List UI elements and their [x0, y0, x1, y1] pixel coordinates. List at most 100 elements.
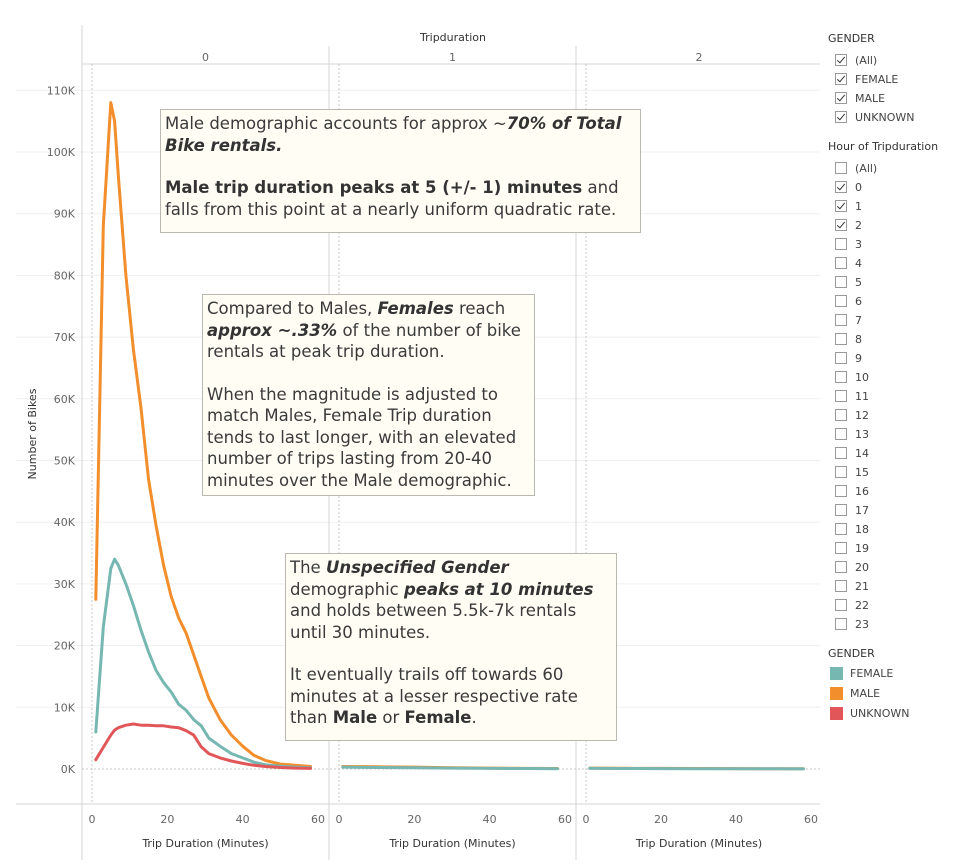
checkbox[interactable] [835, 371, 847, 383]
hour-filter-item-label: 17 [855, 503, 869, 517]
checkbox[interactable] [835, 314, 847, 326]
checkbox[interactable] [835, 295, 847, 307]
checkbox[interactable] [835, 504, 847, 516]
checkbox[interactable] [835, 409, 847, 421]
color-legend-title: GENDER [828, 647, 875, 660]
color-swatch [830, 686, 843, 700]
x-axis-label: Trip Duration (Minutes) [635, 837, 762, 850]
hour-filter-item-label: 1 [855, 199, 862, 213]
hour-filter-item[interactable]: 22 [835, 596, 965, 614]
checkbox[interactable] [835, 542, 847, 554]
hour-filter-item[interactable]: 3 [835, 235, 965, 253]
hour-filter-item-label: 6 [855, 294, 862, 308]
checkbox[interactable] [835, 523, 847, 535]
checkbox[interactable] [835, 580, 847, 592]
hour-filter-item[interactable]: 5 [835, 273, 965, 291]
hour-filter-item-label: 7 [855, 313, 862, 327]
hour-filter-item[interactable]: 8 [835, 330, 965, 348]
y-tick-label: 10K [54, 701, 76, 714]
checkbox[interactable] [835, 54, 847, 66]
checkbox[interactable] [835, 238, 847, 250]
unknown-annotation-p2: It eventually trails off towards 60 minu… [290, 664, 610, 729]
hour-filter-item[interactable]: 15 [835, 463, 965, 481]
unknown-annotation-text: and holds between 5.5k-7k rentals until … [290, 601, 577, 642]
male-annotation-text: Male demographic accounts for approx ~ [165, 114, 507, 133]
hour-filter-item[interactable]: 12 [835, 406, 965, 424]
hour-filter-item[interactable]: 9 [835, 349, 965, 367]
gender-filter-title: GENDER [828, 32, 875, 45]
gender-filter-item[interactable]: MALE [835, 89, 965, 107]
hour-filter-item[interactable]: (All) [835, 159, 965, 177]
checkbox[interactable] [835, 561, 847, 573]
checkbox[interactable] [835, 92, 847, 104]
hour-filter-item[interactable]: 7 [835, 311, 965, 329]
hour-filter-item-label: 2 [855, 218, 862, 232]
hour-filter-item[interactable]: 10 [835, 368, 965, 386]
checkbox[interactable] [835, 428, 847, 440]
x-tick-label: 20 [407, 813, 421, 826]
x-tick-label: 60 [311, 813, 325, 826]
hour-filter-item[interactable]: 17 [835, 501, 965, 519]
gender-filter-item[interactable]: (All) [835, 51, 965, 69]
color-legend-item[interactable]: FEMALE [830, 664, 893, 682]
checkbox[interactable] [835, 352, 847, 364]
hour-filter-item[interactable]: 4 [835, 254, 965, 272]
checkbox[interactable] [835, 200, 847, 212]
checkbox[interactable] [835, 390, 847, 402]
checkbox[interactable] [835, 257, 847, 269]
checkbox[interactable] [835, 333, 847, 345]
y-tick-label: 80K [54, 269, 76, 282]
y-tick-label: 60K [54, 393, 76, 406]
hour-filter-item[interactable]: 20 [835, 558, 965, 576]
checkbox[interactable] [835, 447, 847, 459]
checkbox[interactable] [835, 599, 847, 611]
color-legend-item[interactable]: UNKNOWN [830, 704, 910, 722]
male-annotation: Male demographic accounts for approx ~70… [160, 109, 641, 233]
female-annotation-emph: Females [377, 299, 454, 318]
hour-filter-item-label: 15 [855, 465, 869, 479]
checkbox[interactable] [835, 618, 847, 630]
hour-filter-item[interactable]: 13 [835, 425, 965, 443]
color-legend-label: MALE [850, 686, 881, 700]
gender-filter-item-label: MALE [855, 91, 886, 105]
hour-filter-item[interactable]: 23 [835, 615, 965, 633]
checkbox[interactable] [835, 73, 847, 85]
x-tick-label: 40 [483, 813, 497, 826]
checkbox[interactable] [835, 466, 847, 478]
panel-header-label: 0 [202, 51, 209, 64]
hour-filter-item[interactable]: 14 [835, 444, 965, 462]
hour-filter-item-label: 4 [855, 256, 862, 270]
gender-filter-item[interactable]: FEMALE [835, 70, 965, 88]
hour-filter-item[interactable]: 2 [835, 216, 965, 234]
hour-filter-item-label: 23 [855, 617, 869, 631]
hour-filter-item-label: 19 [855, 541, 869, 555]
color-swatch [830, 706, 843, 720]
checkbox[interactable] [835, 219, 847, 231]
checkbox[interactable] [835, 485, 847, 497]
male-annotation-p1: Male demographic accounts for approx ~70… [165, 113, 634, 156]
male-annotation-emph: . [276, 135, 283, 155]
hour-filter-item-label: 3 [855, 237, 862, 251]
checkbox[interactable] [835, 162, 847, 174]
hour-filter-item[interactable]: 16 [835, 482, 965, 500]
series-line-male [94, 101, 312, 768]
color-legend-item[interactable]: MALE [830, 684, 880, 702]
hour-filter-item[interactable]: 21 [835, 577, 965, 595]
checkbox[interactable] [835, 111, 847, 123]
male-annotation-text: and falls from this point at a nearly un… [165, 178, 619, 219]
unknown-annotation-bold: Female [404, 708, 472, 727]
hour-filter-item[interactable]: 11 [835, 387, 965, 405]
hour-filter-item-label: 10 [855, 370, 869, 384]
unknown-annotation-emph: Unspecified Gender [325, 558, 509, 577]
hour-filter-item[interactable]: 6 [835, 292, 965, 310]
hour-filter-item[interactable]: 0 [835, 178, 965, 196]
hour-filter-item-label: 20 [855, 560, 869, 574]
color-swatch [830, 666, 843, 680]
checkbox[interactable] [835, 276, 847, 288]
hour-filter-item[interactable]: 19 [835, 539, 965, 557]
color-legend-label: UNKNOWN [850, 706, 910, 720]
hour-filter-item[interactable]: 18 [835, 520, 965, 538]
checkbox[interactable] [835, 181, 847, 193]
gender-filter-item[interactable]: UNKNOWN [835, 108, 965, 126]
hour-filter-item[interactable]: 1 [835, 197, 965, 215]
